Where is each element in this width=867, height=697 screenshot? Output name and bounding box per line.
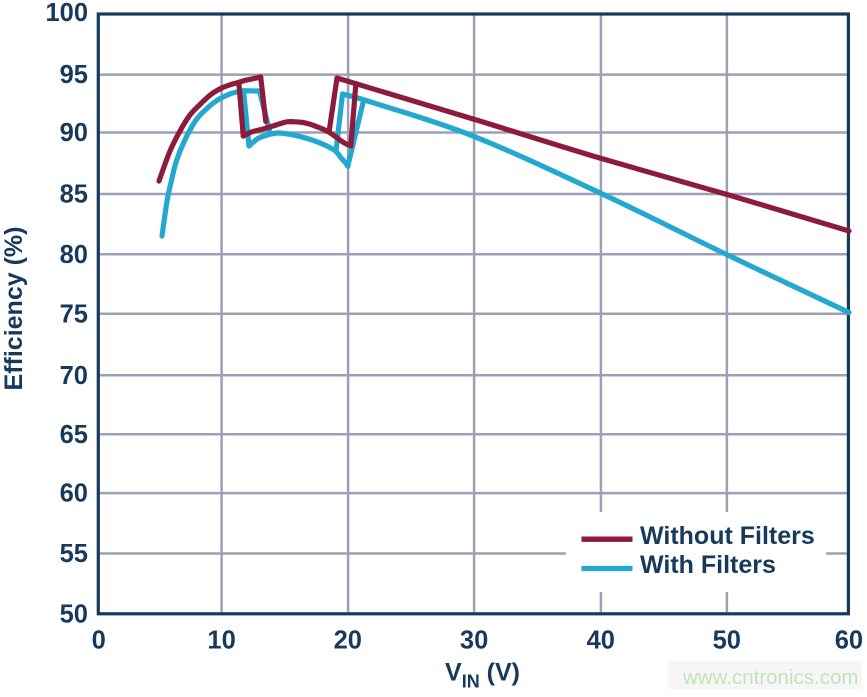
- svg-text:50: 50: [713, 626, 741, 654]
- svg-text:10: 10: [207, 626, 235, 654]
- svg-text:70: 70: [60, 362, 88, 390]
- svg-text:Efficiency (%): Efficiency (%): [0, 227, 28, 391]
- svg-text:75: 75: [60, 300, 88, 328]
- svg-text:VIN (V): VIN (V): [445, 659, 520, 692]
- svg-text:Without Filters: Without Filters: [640, 522, 815, 550]
- svg-text:65: 65: [60, 421, 88, 449]
- svg-text:95: 95: [60, 61, 88, 89]
- svg-text:85: 85: [60, 181, 88, 209]
- svg-text:With Filters: With Filters: [640, 551, 776, 579]
- svg-text:50: 50: [60, 600, 88, 628]
- svg-text:20: 20: [334, 626, 362, 654]
- svg-text:30: 30: [460, 626, 488, 654]
- svg-text:60: 60: [835, 626, 863, 654]
- svg-text:60: 60: [60, 480, 88, 508]
- svg-text:90: 90: [60, 119, 88, 147]
- svg-text:80: 80: [60, 241, 88, 269]
- svg-text:www.cntronics.com: www.cntronics.com: [682, 666, 858, 689]
- svg-text:0: 0: [92, 626, 106, 654]
- svg-text:100: 100: [45, 0, 88, 27]
- svg-text:40: 40: [587, 626, 615, 654]
- svg-text:55: 55: [60, 540, 88, 568]
